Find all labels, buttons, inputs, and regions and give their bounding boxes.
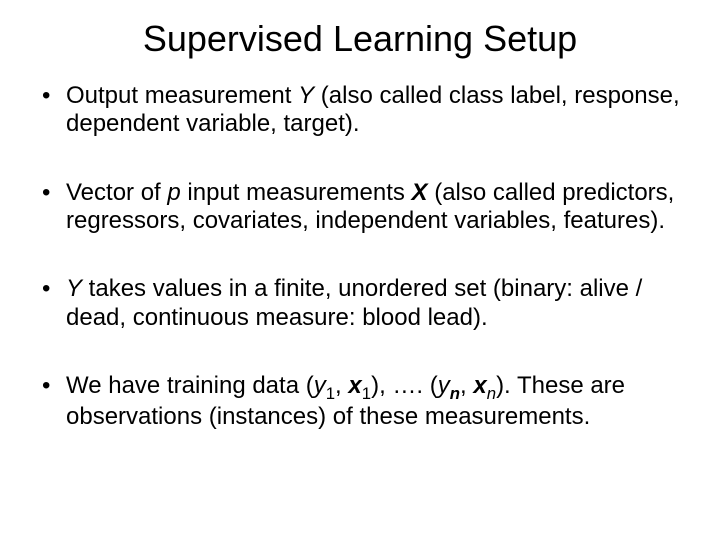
bullet-2: Vector of p input measurements X (also c…: [38, 179, 682, 236]
var-y: Y: [66, 275, 82, 302]
sub-n: n: [450, 384, 460, 403]
sub-1b: 1: [362, 384, 371, 403]
bullet-3: Y takes values in a finite, unordered se…: [38, 275, 682, 332]
comma: ,: [460, 372, 473, 399]
text: Vector of: [66, 179, 167, 206]
bullet-1: Output measurement Y (also called class …: [38, 82, 682, 139]
sub-1: 1: [326, 384, 335, 403]
var-yn: y: [438, 372, 450, 399]
comma: ,: [335, 372, 348, 399]
var-y1: y: [314, 372, 326, 399]
text: ), …. (: [371, 372, 438, 399]
text: takes values in a finite, unordered set …: [66, 275, 642, 330]
var-x1: x: [348, 372, 361, 399]
text: Output measurement: [66, 82, 298, 109]
text: We have training data (: [66, 372, 314, 399]
bullet-list: Output measurement Y (also called class …: [38, 82, 682, 432]
var-x: X: [412, 179, 428, 206]
var-y: Y: [298, 82, 314, 109]
bullet-4: We have training data (y1, x1), …. (yn, …: [38, 372, 682, 432]
sub-nb: n: [487, 384, 496, 403]
var-xn: x: [473, 372, 486, 399]
slide: Supervised Learning Setup Output measure…: [0, 0, 720, 540]
var-p: p: [167, 179, 180, 206]
text: input measurements: [181, 179, 412, 206]
slide-title: Supervised Learning Setup: [38, 18, 682, 60]
